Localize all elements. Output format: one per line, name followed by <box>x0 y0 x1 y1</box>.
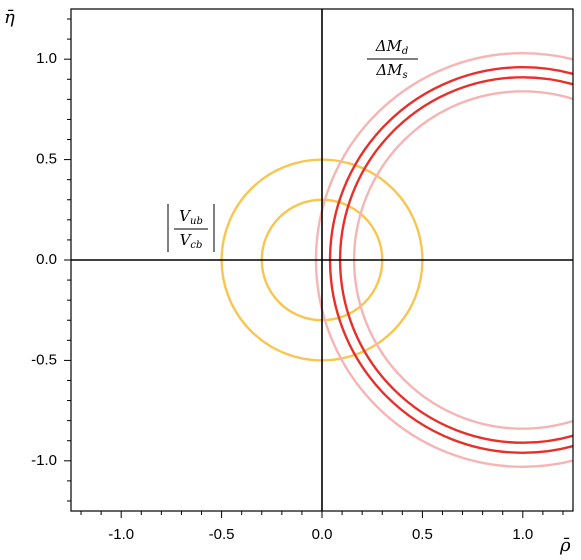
x-tick-label: 0.5 <box>412 526 433 543</box>
annotation-numerator: ΔMd <box>375 37 409 57</box>
x-axis-label: ρ̄ <box>559 535 571 556</box>
y-tick-label: -0.5 <box>31 351 57 368</box>
annotation-subscript: d <box>402 46 408 57</box>
annotation-subscript: cb <box>190 240 202 251</box>
x-tick-label: -1.0 <box>108 526 134 543</box>
annotation-symbol: V <box>180 231 193 249</box>
annotation-symbol: V <box>179 207 192 225</box>
plot-area <box>71 9 573 511</box>
annotation-symbol: ΔM <box>375 61 403 79</box>
y-tick-label: 1.0 <box>36 50 57 67</box>
y-axis-label: η̄ <box>4 7 15 28</box>
x-tick-label: -0.5 <box>209 526 235 543</box>
annotation-denominator: Vcb <box>180 231 203 251</box>
y-tick-label: 0.5 <box>36 151 57 168</box>
annotation-denominator: ΔMs <box>375 61 407 81</box>
annotation-numerator: Vub <box>179 207 203 227</box>
annotation-subscript: ub <box>190 216 203 227</box>
annotation-subscript: s <box>403 70 408 81</box>
x-tick-label: 1.0 <box>512 526 533 543</box>
x-tick-label: 0.0 <box>312 526 333 543</box>
y-tick-label: -1.0 <box>31 452 57 469</box>
y-tick-label: 0.0 <box>36 251 57 268</box>
annotation-symbol: ΔM <box>375 37 403 55</box>
